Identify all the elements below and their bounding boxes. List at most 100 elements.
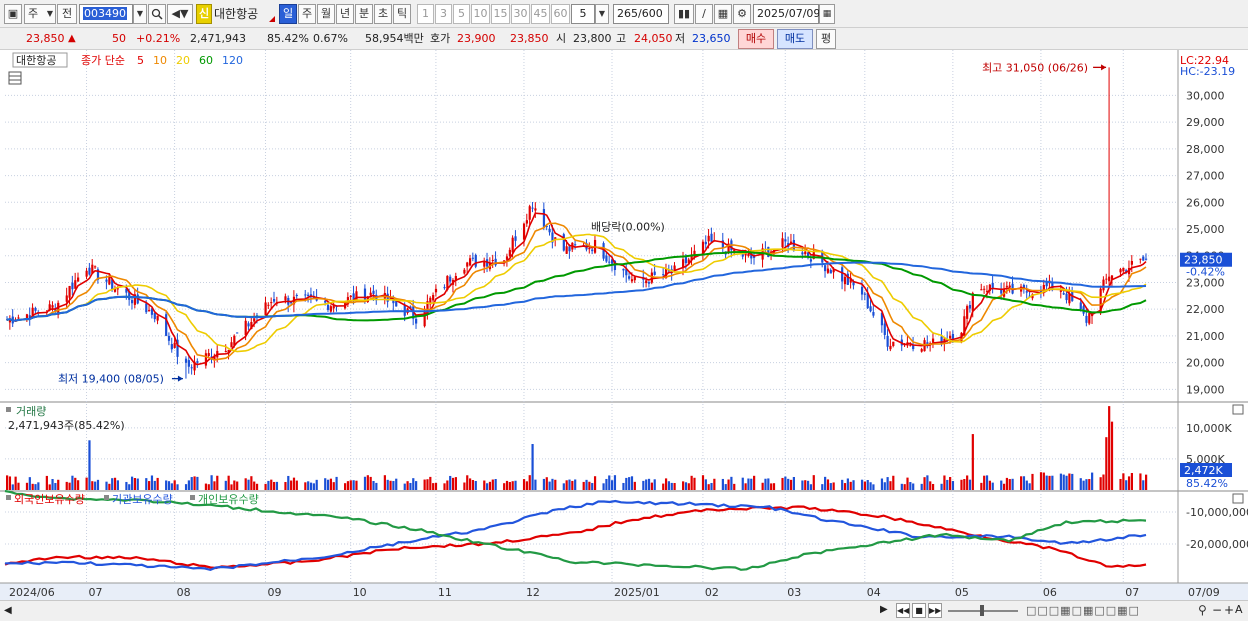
- interval-button-45[interactable]: 45: [531, 4, 550, 24]
- save-icon[interactable]: ▦: [714, 4, 732, 24]
- interval-button-60[interactable]: 60: [551, 4, 570, 24]
- interval-button-30[interactable]: 30: [511, 4, 530, 24]
- sell-button[interactable]: 매도: [777, 29, 813, 49]
- tool-icons[interactable]: □□□▦□▦□□▦□: [1026, 604, 1140, 617]
- volume-bar: [454, 477, 457, 490]
- candle-body: [454, 276, 457, 281]
- volume-bar: [14, 476, 17, 490]
- candle-body: [250, 322, 253, 330]
- candle-body: [892, 341, 895, 347]
- drawing-tool-icon[interactable]: ∕: [695, 4, 713, 24]
- scroll-right-icon[interactable]: ▶: [880, 604, 888, 615]
- candle-body: [551, 232, 554, 243]
- candle-body: [951, 333, 955, 339]
- code-dropdown-icon[interactable]: ▼: [133, 4, 147, 24]
- volume-bar: [983, 475, 986, 490]
- candle-body: [1059, 290, 1062, 292]
- price-panel: [6, 67, 1148, 379]
- period-tab-5[interactable]: 초: [374, 4, 392, 24]
- calendar-icon[interactable]: ▦: [819, 4, 835, 24]
- period-tab-3[interactable]: 년: [336, 4, 354, 24]
- buy-button[interactable]: 매수: [738, 29, 774, 49]
- volume-bar: [34, 484, 37, 490]
- volume-bar: [1099, 477, 1102, 490]
- period-tab-2[interactable]: 월: [317, 4, 335, 24]
- volume-bar: [909, 482, 912, 490]
- zoom-out-icon[interactable]: −: [1212, 603, 1223, 617]
- window-menu-icon[interactable]: ▣: [4, 4, 22, 24]
- period-tab-1[interactable]: 주: [298, 4, 316, 24]
- candle-body: [784, 239, 787, 242]
- eval-button[interactable]: 평: [816, 29, 836, 49]
- volume-bar: [591, 483, 594, 490]
- volume-bar: [116, 480, 119, 490]
- volume-bar: [588, 481, 591, 490]
- stop-icon[interactable]: ■: [912, 603, 926, 618]
- interval-button-1[interactable]: 1: [417, 4, 434, 24]
- volume-bar: [968, 479, 972, 490]
- volume-bar: [295, 480, 298, 490]
- stock-name[interactable]: 대한항공: [214, 7, 259, 21]
- scroll-left-icon[interactable]: ◀: [4, 605, 12, 616]
- candle-body: [230, 342, 233, 348]
- zoom-in-icon[interactable]: +: [1224, 603, 1235, 617]
- period-tab-0[interactable]: 일: [279, 4, 297, 24]
- candle-body: [1139, 258, 1142, 260]
- volume-bar: [650, 482, 653, 490]
- close-icon[interactable]: [1232, 404, 1244, 415]
- prev-button[interactable]: 전: [57, 4, 77, 24]
- candle-body: [1119, 269, 1122, 273]
- candle-body: [1005, 285, 1009, 287]
- volume-bar: [664, 478, 668, 490]
- interval-button-15[interactable]: 15: [491, 4, 510, 24]
- volume-bar: [412, 478, 415, 490]
- volume-bar: [6, 475, 9, 490]
- volume-bar: [545, 477, 548, 490]
- candle-body: [505, 256, 509, 260]
- chart-svg[interactable]: 2024/06 07 08 09 10 11 12 2025/01 02 03 04 05 06 07 07…: [0, 50, 1248, 600]
- gear-icon[interactable]: ⚙: [733, 4, 751, 24]
- candle-body: [747, 253, 750, 256]
- volume-bar: [68, 482, 71, 490]
- zoom-slider-handle[interactable]: [980, 605, 984, 616]
- volume-bar: [432, 483, 435, 490]
- candle-type-icon[interactable]: ▮▮: [674, 4, 694, 24]
- interval-button-3[interactable]: 3: [435, 4, 452, 24]
- candle-body: [568, 246, 571, 252]
- volume-bar: [488, 481, 492, 490]
- stock-code-input[interactable]: 003490: [79, 4, 133, 24]
- volume-bar: [236, 481, 239, 490]
- candle-body: [34, 307, 37, 311]
- candle-body: [542, 209, 546, 227]
- table-icon[interactable]: [8, 71, 22, 85]
- volume-bar: [872, 484, 875, 490]
- search-icon[interactable]: [148, 4, 166, 24]
- scroll-bar[interactable]: ◀ ▶ ◀◀ ■ ▶▶ □□□▦□▦□□▦□ ⚲ − + A: [0, 600, 1248, 621]
- candle-body: [204, 353, 208, 366]
- volume-bar: [31, 483, 34, 490]
- volume-bar: [1071, 473, 1074, 490]
- candle-body: [613, 260, 617, 271]
- interval-value[interactable]: 5: [571, 4, 595, 24]
- candle-body: [514, 236, 517, 241]
- stock-code-value: 003490: [83, 7, 127, 20]
- interval-button-5[interactable]: 5: [453, 4, 470, 24]
- forward-icon[interactable]: ▶▶: [928, 603, 942, 618]
- candle-body: [290, 301, 293, 304]
- period-tab-6[interactable]: 틱: [393, 4, 411, 24]
- volume-y-tick: 10,000K: [1186, 422, 1232, 435]
- search-zoom-icon[interactable]: ⚲: [1198, 603, 1207, 617]
- date-input[interactable]: 2025/07/09: [753, 4, 820, 24]
- close-icon[interactable]: [1232, 493, 1244, 504]
- interval-button-10[interactable]: 10: [471, 4, 490, 24]
- period-tab-4[interactable]: 분: [355, 4, 373, 24]
- count-input[interactable]: 265/600: [613, 4, 669, 24]
- interval-dropdown-icon[interactable]: ▼: [595, 4, 609, 24]
- speaker-icon[interactable]: ◀▼: [167, 4, 193, 24]
- chart-type-select[interactable]: 주 ▼: [24, 4, 56, 24]
- font-size-icon[interactable]: A: [1235, 603, 1243, 616]
- volume-bar: [1048, 475, 1051, 490]
- chart-area[interactable]: 2024/06 07 08 09 10 11 12 2025/01 02 03 04 05 06 07 07…: [0, 50, 1248, 600]
- rewind-icon[interactable]: ◀◀: [896, 603, 910, 618]
- price-y-tick: 22,000: [1186, 303, 1225, 316]
